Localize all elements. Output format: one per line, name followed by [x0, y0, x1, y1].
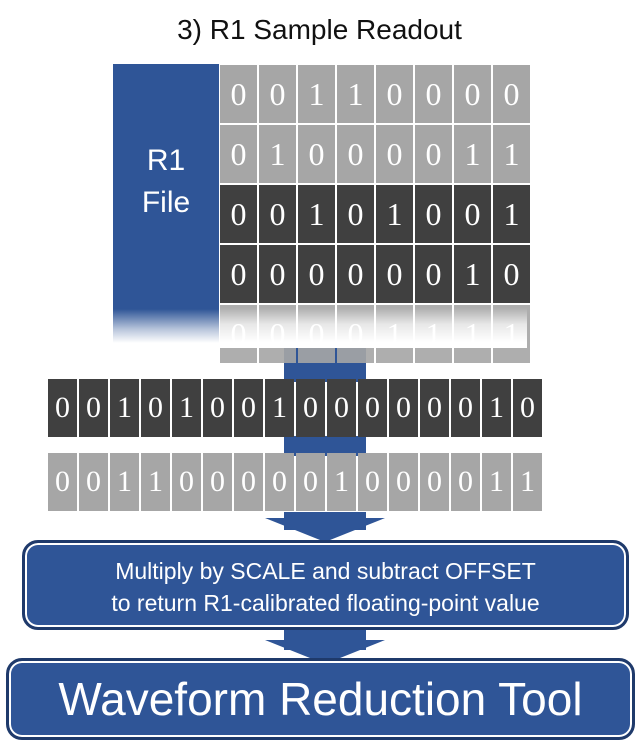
bit-grid-fade	[219, 308, 527, 348]
bit-cell: 0	[234, 453, 263, 511]
bit-cell: 0	[327, 379, 356, 437]
bit-cell: 0	[203, 453, 232, 511]
bit-cell: 0	[337, 245, 374, 303]
bit-cell: 0	[172, 453, 201, 511]
bit-cell: 1	[298, 65, 335, 123]
bit-cell: 0	[451, 453, 480, 511]
bit-cell: 1	[327, 453, 356, 511]
bit-cell: 0	[358, 379, 387, 437]
connector-bar-middle	[284, 436, 366, 456]
bit-cell: 1	[259, 125, 296, 183]
bit-cell: 0	[389, 379, 418, 437]
bit-cell: 0	[389, 453, 418, 511]
bit-cell: 1	[482, 453, 511, 511]
multiply-step-line2: to return R1-calibrated floating-point v…	[111, 590, 540, 616]
bit-cell: 0	[451, 379, 480, 437]
bit-grid: 0011000001000011001010010000001000001111	[219, 64, 530, 363]
bit-cell: 0	[48, 379, 77, 437]
arrow-to-multiply-step	[265, 518, 385, 542]
bit-cell: 0	[259, 65, 296, 123]
bit-cell: 0	[220, 65, 257, 123]
bit-cell: 1	[337, 65, 374, 123]
bit-cell: 0	[141, 379, 170, 437]
bit-cell: 0	[337, 125, 374, 183]
bit-cell: 0	[493, 245, 530, 303]
bit-cell: 0	[415, 245, 452, 303]
bit-cell: 1	[172, 379, 201, 437]
bit-cell: 1	[110, 379, 139, 437]
bit-cell: 0	[265, 453, 294, 511]
bit-cell: 0	[493, 65, 530, 123]
bit-cell: 0	[234, 379, 263, 437]
multiply-step-box: Multiply by SCALE and subtract OFFSET to…	[22, 540, 629, 630]
r1-file-label-line2: File	[141, 186, 191, 219]
bit-cell: 0	[358, 453, 387, 511]
bit-cell: 0	[48, 453, 77, 511]
bit-cell: 0	[298, 125, 335, 183]
bit-cell: 0	[259, 245, 296, 303]
bit-cell: 0	[203, 379, 232, 437]
bit-cell: 0	[420, 379, 449, 437]
bit-cell: 0	[296, 453, 325, 511]
bit-cell: 0	[454, 65, 491, 123]
bit-cell: 0	[220, 125, 257, 183]
bit-cell: 1	[141, 453, 170, 511]
bit-cell: 0	[337, 185, 374, 243]
bit-cell: 0	[220, 185, 257, 243]
bit-cell: 0	[376, 65, 413, 123]
r1-file-label-line1: R1	[146, 144, 186, 177]
r1-file-panel	[113, 64, 219, 343]
bit-cell: 1	[265, 379, 294, 437]
bit-cell: 1	[513, 453, 542, 511]
bit-cell: 1	[298, 185, 335, 243]
bit-cell: 1	[376, 185, 413, 243]
bit-cell: 0	[513, 379, 542, 437]
bit-cell: 0	[376, 245, 413, 303]
r1-file-label: R1 File	[113, 140, 219, 224]
bit-cell: 0	[259, 185, 296, 243]
bit-cell: 0	[420, 453, 449, 511]
bit-cell: 0	[415, 185, 452, 243]
bit-cell: 0	[298, 245, 335, 303]
bit-cell: 0	[79, 453, 108, 511]
bit-cell: 1	[493, 185, 530, 243]
bit-cell: 1	[454, 125, 491, 183]
bit-cell: 0	[415, 125, 452, 183]
bit-cell: 0	[376, 125, 413, 183]
bit-cell: 0	[220, 245, 257, 303]
bit-cell: 1	[110, 453, 139, 511]
bit-cell: 0	[296, 379, 325, 437]
bit-cell: 0	[415, 65, 452, 123]
bit-cell: 0	[454, 185, 491, 243]
diagram-title: 3) R1 Sample Readout	[177, 14, 462, 45]
multiply-step-line1: Multiply by SCALE and subtract OFFSET	[115, 558, 536, 584]
bit-cell: 1	[493, 125, 530, 183]
bit-cell: 0	[79, 379, 108, 437]
bit-cell: 1	[482, 379, 511, 437]
bit-cell: 1	[454, 245, 491, 303]
waveform-reduction-tool-box: Waveform Reduction Tool	[6, 658, 635, 740]
